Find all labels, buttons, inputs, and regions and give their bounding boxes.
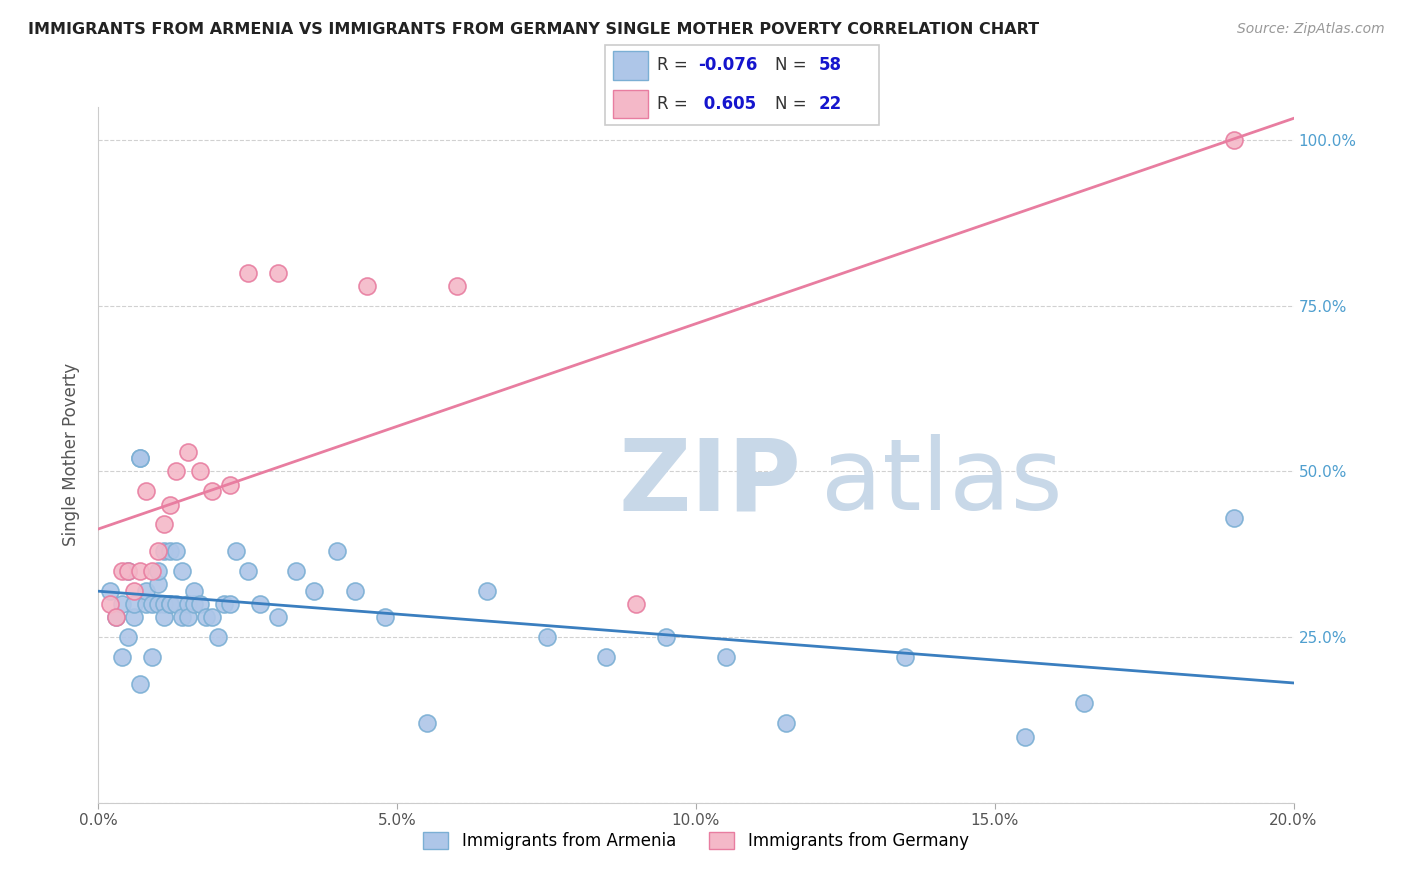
Text: 0.605: 0.605 xyxy=(697,95,756,113)
Point xyxy=(595,650,617,665)
Point xyxy=(172,564,194,578)
Point xyxy=(165,597,187,611)
Bar xyxy=(613,51,648,80)
Point xyxy=(225,544,247,558)
Point xyxy=(124,597,146,611)
Point xyxy=(446,279,468,293)
Point xyxy=(416,716,439,731)
Point xyxy=(714,650,737,665)
Point xyxy=(374,610,396,624)
Point xyxy=(159,498,181,512)
Point xyxy=(201,610,224,624)
Point xyxy=(344,583,367,598)
Point xyxy=(117,630,139,644)
Point xyxy=(105,610,128,624)
Point xyxy=(172,610,194,624)
Text: IMMIGRANTS FROM ARMENIA VS IMMIGRANTS FROM GERMANY SINGLE MOTHER POVERTY CORRELA: IMMIGRANTS FROM ARMENIA VS IMMIGRANTS FR… xyxy=(28,22,1039,37)
Point xyxy=(236,564,259,578)
Point xyxy=(183,597,205,611)
Text: -0.076: -0.076 xyxy=(697,56,758,74)
Point xyxy=(1223,511,1246,525)
Point xyxy=(153,544,176,558)
Point xyxy=(177,610,200,624)
Point xyxy=(1223,133,1246,147)
Point xyxy=(1014,730,1036,744)
Point xyxy=(124,610,146,624)
Point xyxy=(207,630,229,644)
Point xyxy=(249,597,271,611)
Point xyxy=(165,544,187,558)
Point xyxy=(1073,697,1095,711)
Point xyxy=(188,465,211,479)
Point xyxy=(141,597,163,611)
Point xyxy=(183,583,205,598)
Point xyxy=(177,597,200,611)
Point xyxy=(124,583,146,598)
Point xyxy=(284,564,307,578)
Point xyxy=(165,465,187,479)
Text: R =: R = xyxy=(657,95,693,113)
Point xyxy=(201,484,224,499)
Point xyxy=(655,630,678,644)
Bar xyxy=(613,89,648,119)
Text: R =: R = xyxy=(657,56,693,74)
Point xyxy=(111,597,134,611)
Text: atlas: atlas xyxy=(821,434,1063,532)
Point xyxy=(267,610,290,624)
Text: N =: N = xyxy=(775,95,811,113)
Point xyxy=(148,597,170,611)
Point xyxy=(135,597,157,611)
Point xyxy=(129,451,152,466)
Point xyxy=(356,279,378,293)
Point xyxy=(267,266,290,280)
Point xyxy=(98,583,122,598)
Point xyxy=(302,583,325,598)
Point xyxy=(135,583,157,598)
Point xyxy=(117,564,139,578)
Point xyxy=(105,610,128,624)
Point xyxy=(153,610,176,624)
Legend: Immigrants from Armenia, Immigrants from Germany: Immigrants from Armenia, Immigrants from… xyxy=(416,826,976,857)
Point xyxy=(129,451,152,466)
Point xyxy=(153,597,176,611)
Point xyxy=(159,544,181,558)
Point xyxy=(148,564,170,578)
Point xyxy=(894,650,917,665)
Point xyxy=(129,676,152,690)
Point xyxy=(219,597,242,611)
Point xyxy=(98,597,122,611)
Point xyxy=(135,484,157,499)
Point xyxy=(111,564,134,578)
Point xyxy=(177,444,200,458)
Point xyxy=(195,610,218,624)
Point xyxy=(153,517,176,532)
Point xyxy=(536,630,558,644)
Point xyxy=(111,650,134,665)
Text: 58: 58 xyxy=(818,56,841,74)
Point xyxy=(775,716,797,731)
Text: ZIP: ZIP xyxy=(619,434,801,532)
Point xyxy=(148,577,170,591)
Point xyxy=(159,597,181,611)
Point xyxy=(148,544,170,558)
Point xyxy=(475,583,498,598)
Text: Source: ZipAtlas.com: Source: ZipAtlas.com xyxy=(1237,22,1385,37)
Text: 22: 22 xyxy=(818,95,842,113)
Point xyxy=(159,597,181,611)
Y-axis label: Single Mother Poverty: Single Mother Poverty xyxy=(62,363,80,547)
Point xyxy=(212,597,235,611)
Point xyxy=(326,544,349,558)
Point xyxy=(141,564,163,578)
Text: N =: N = xyxy=(775,56,811,74)
Point xyxy=(117,564,139,578)
Point xyxy=(626,597,648,611)
Point xyxy=(219,477,242,491)
Point xyxy=(141,650,163,665)
Point xyxy=(188,597,211,611)
Point xyxy=(236,266,259,280)
Point xyxy=(129,564,152,578)
